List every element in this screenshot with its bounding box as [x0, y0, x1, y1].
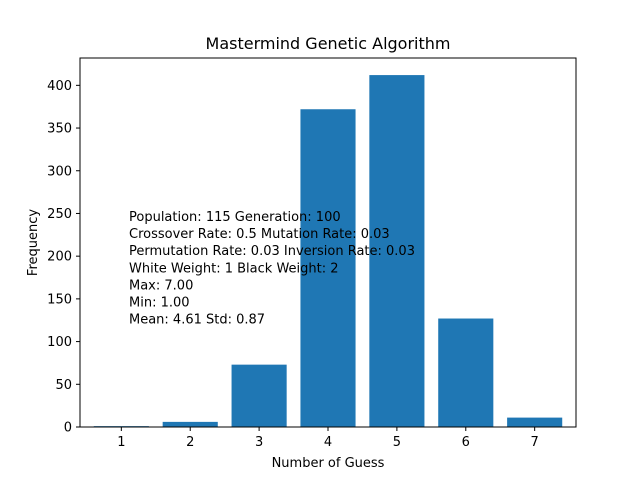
- annotation-line: White Weight: 1 Black Weight: 2: [129, 261, 339, 276]
- y-tick-label: 250: [47, 207, 72, 222]
- annotation-line: Min: 1.00: [129, 296, 190, 311]
- annotation-line: Population: 115 Generation: 100: [129, 210, 341, 225]
- x-tick-label: 4: [324, 435, 332, 450]
- bar-5: [369, 75, 425, 427]
- annotation-line: Max: 7.00: [129, 278, 193, 293]
- y-tick-label: 300: [47, 164, 72, 179]
- y-tick-label: 200: [47, 250, 72, 265]
- y-axis-title: Frequency: [26, 209, 41, 276]
- x-tick-label: 2: [186, 435, 194, 450]
- plot-frame: [79, 57, 577, 428]
- x-tick-label: 6: [462, 435, 470, 450]
- bar-4: [300, 109, 356, 427]
- y-tick-label: 100: [47, 335, 72, 350]
- chart-title: Mastermind Genetic Algorithm: [206, 34, 451, 53]
- bar-7: [507, 417, 563, 427]
- annotation-line: Mean: 4.61 Std: 0.87: [129, 313, 265, 328]
- y-ticks: 0 50 100 150 200 250 300 350 400: [47, 79, 80, 436]
- y-tick-label: 350: [47, 122, 72, 137]
- x-tick-label: 1: [117, 435, 125, 450]
- bar-6: [438, 318, 494, 427]
- y-tick-label: 50: [55, 378, 72, 393]
- bars-group: [93, 75, 563, 427]
- annotation-line: Crossover Rate: 0.5 Mutation Rate: 0.03: [129, 227, 390, 242]
- stats-annotation: Population: 115 Generation: 100 Crossover…: [129, 210, 415, 328]
- y-tick-label: 0: [64, 421, 72, 436]
- x-ticks: 1 2 3 4 5 6 7: [117, 427, 539, 450]
- bar-2: [162, 421, 218, 427]
- y-tick-label: 150: [47, 292, 72, 307]
- bar-3: [231, 364, 287, 427]
- annotation-line: Permutation Rate: 0.03 Inversion Rate: 0…: [129, 244, 415, 259]
- x-axis-title: Number of Guess: [272, 456, 385, 471]
- y-tick-label: 400: [47, 79, 72, 94]
- x-tick-label: 7: [531, 435, 539, 450]
- x-tick-label: 3: [255, 435, 263, 450]
- x-tick-label: 5: [393, 435, 401, 450]
